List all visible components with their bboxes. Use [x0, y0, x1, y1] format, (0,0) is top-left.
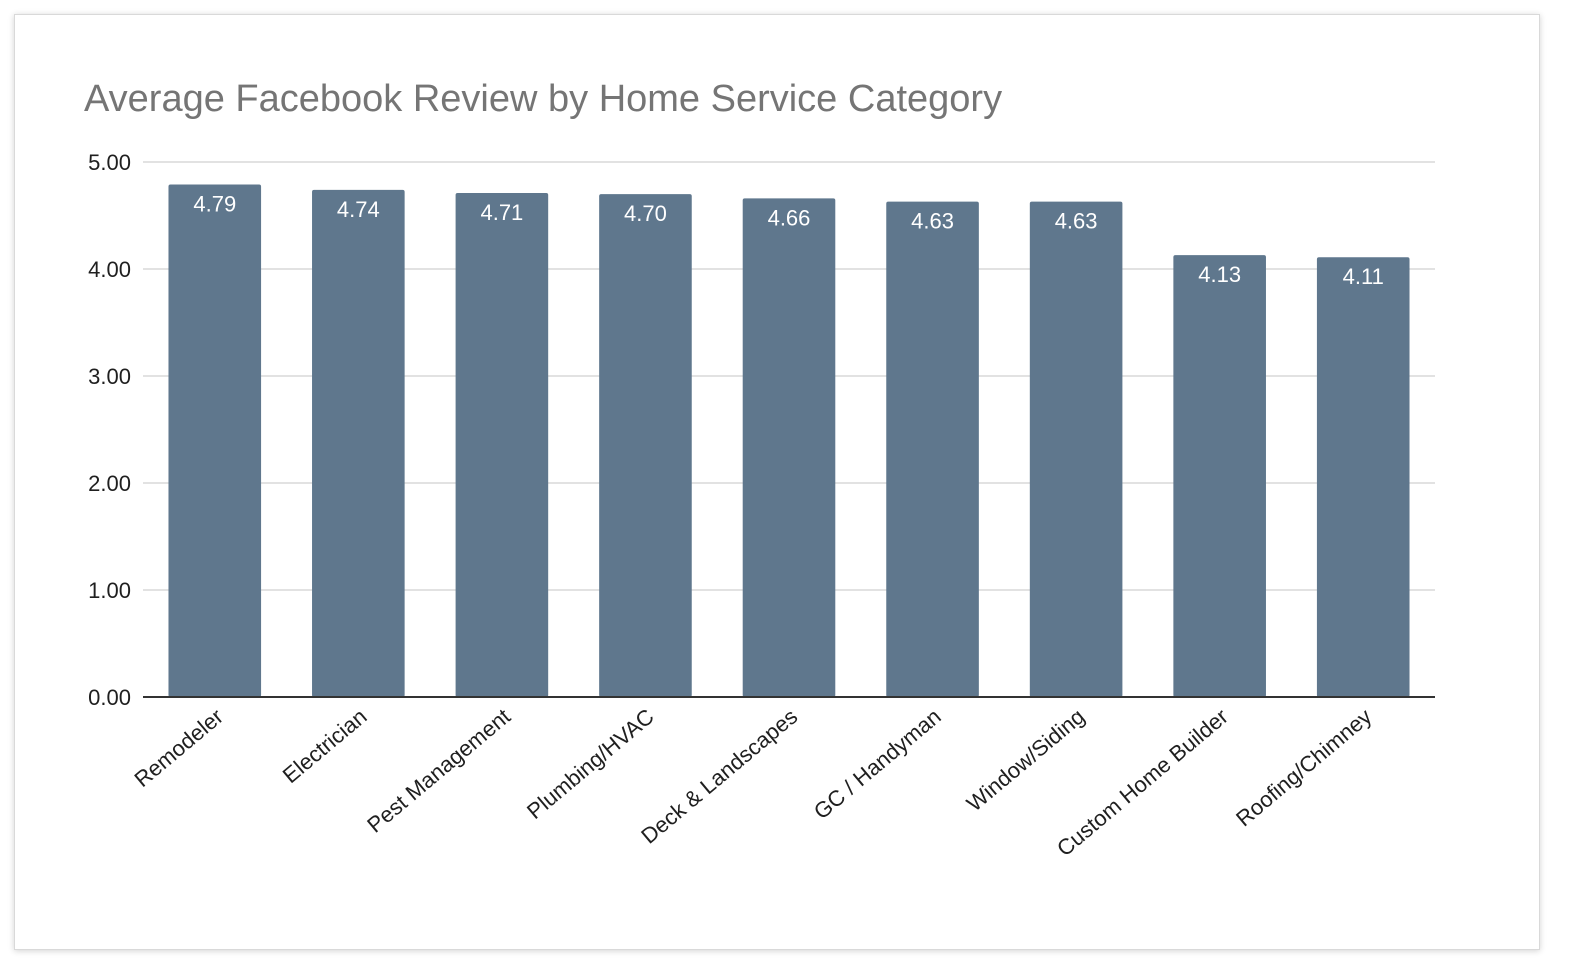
bar-value-label: 4.66: [768, 205, 811, 230]
x-category-label: Remodeler: [129, 704, 228, 792]
bar-value-label: 4.13: [1198, 262, 1241, 287]
bar: [599, 194, 692, 697]
y-tick-label: 5.00: [88, 150, 131, 175]
y-tick-label: 0.00: [88, 685, 131, 710]
bar-value-label: 4.63: [1055, 209, 1098, 234]
x-category-label: Deck & Landscapes: [636, 704, 802, 849]
bar-value-label: 4.11: [1343, 264, 1384, 289]
bar-value-label: 4.74: [337, 197, 380, 222]
y-tick-label: 1.00: [88, 578, 131, 603]
bar: [742, 198, 836, 697]
x-category-label: Pest Management: [362, 704, 515, 838]
bar-value-label: 4.70: [624, 201, 667, 226]
bar-value-label: 4.79: [193, 191, 236, 216]
y-tick-label: 2.00: [88, 471, 131, 496]
bar: [1029, 201, 1123, 697]
bar: [312, 189, 405, 697]
bar: [168, 184, 262, 698]
y-tick-label: 4.00: [88, 257, 131, 282]
x-category-label: Plumbing/HVAC: [522, 704, 659, 824]
chart-title: Average Facebook Review by Home Service …: [84, 78, 1003, 120]
bar: [1173, 255, 1266, 697]
x-category-label: Electrician: [278, 704, 372, 788]
x-category-label: GC / Handyman: [809, 704, 946, 825]
y-tick-label: 3.00: [88, 364, 131, 389]
x-category-label: Window/Siding: [962, 704, 1090, 817]
bar: [1316, 257, 1410, 697]
bar-value-label: 4.63: [911, 209, 954, 234]
bar-value-label: 4.71: [480, 200, 523, 225]
x-category-label: Roofing/Chimney: [1231, 704, 1376, 832]
bar: [455, 193, 549, 697]
bar: [886, 201, 979, 697]
